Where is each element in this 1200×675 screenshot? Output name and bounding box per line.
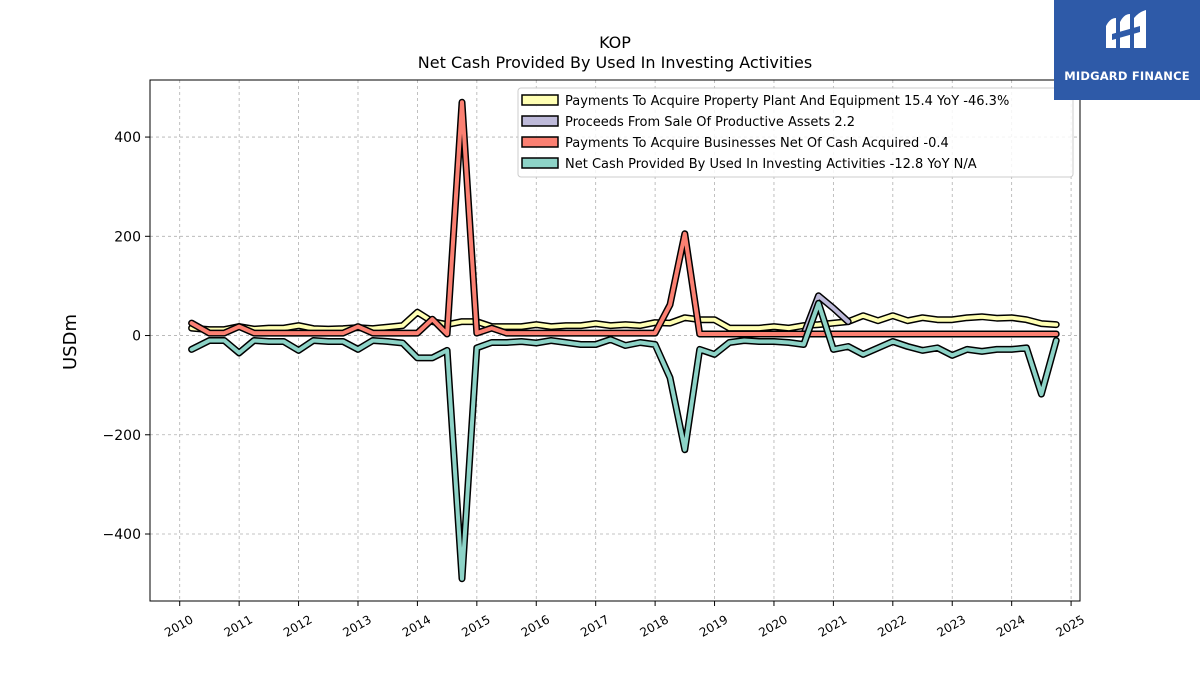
series-line-0 bbox=[189, 310, 1059, 332]
chart-title: KOP bbox=[599, 33, 631, 52]
x-tick-label: 2016 bbox=[519, 612, 552, 639]
legend-swatch-1 bbox=[521, 115, 559, 127]
x-tick-label: 2025 bbox=[1054, 612, 1087, 639]
x-tick-label: 2015 bbox=[459, 612, 492, 639]
brand-name: MIDGARD FINANCE bbox=[1064, 69, 1190, 83]
series-layer bbox=[188, 98, 1060, 583]
legend-swatch-2 bbox=[521, 136, 559, 148]
series-line-3 bbox=[189, 301, 1059, 581]
chart-subtitle: Net Cash Provided By Used In Investing A… bbox=[418, 53, 812, 72]
y-tick-label: −400 bbox=[103, 527, 141, 543]
legend-swatch-0 bbox=[521, 94, 559, 106]
y-tick-label: 200 bbox=[114, 229, 141, 245]
x-tick-label: 2020 bbox=[756, 612, 789, 639]
x-tick-label: 2012 bbox=[281, 612, 314, 639]
brand-logo: MIDGARD FINANCE bbox=[1054, 0, 1200, 100]
y-tick-label: 0 bbox=[132, 329, 141, 345]
legend: Payments To Acquire Property Plant And E… bbox=[517, 87, 1074, 178]
x-tick-label: 2011 bbox=[222, 612, 255, 639]
x-tick-label: 2022 bbox=[875, 612, 908, 639]
y-tick-label: −200 bbox=[103, 428, 141, 444]
x-tick-label: 2017 bbox=[578, 612, 611, 639]
legend-label-3: Net Cash Provided By Used In Investing A… bbox=[565, 157, 977, 172]
x-tick-label: 2010 bbox=[162, 612, 195, 639]
legend-label-2: Payments To Acquire Businesses Net Of Ca… bbox=[565, 136, 949, 151]
y-tick-label: 400 bbox=[114, 130, 141, 146]
plot-frame bbox=[149, 79, 1081, 602]
x-tick-label: 2014 bbox=[400, 612, 433, 639]
x-tick-label: 2024 bbox=[994, 612, 1027, 639]
x-axis: 2010 2011 2012 2013 2014 2015 2016 2017 2018 2019… bbox=[162, 601, 1087, 640]
legend-swatch-3 bbox=[521, 157, 559, 169]
x-tick-label: 2021 bbox=[816, 612, 849, 639]
x-tick-label: 2013 bbox=[340, 612, 373, 639]
x-tick-label: 2019 bbox=[697, 612, 730, 639]
legend-label-0: Payments To Acquire Property Plant And E… bbox=[565, 94, 1009, 109]
series-line-2 bbox=[189, 100, 1059, 336]
brand-mark-icon bbox=[1106, 10, 1146, 48]
legend-label-1: Proceeds From Sale Of Productive Assets … bbox=[565, 115, 855, 130]
y-axis: −400 −200 0 200 400 bbox=[103, 130, 150, 543]
legend-box bbox=[517, 87, 1074, 178]
x-tick-label: 2018 bbox=[638, 612, 671, 639]
y-axis-label: USDm bbox=[60, 314, 81, 370]
x-tick-label: 2023 bbox=[935, 612, 968, 639]
